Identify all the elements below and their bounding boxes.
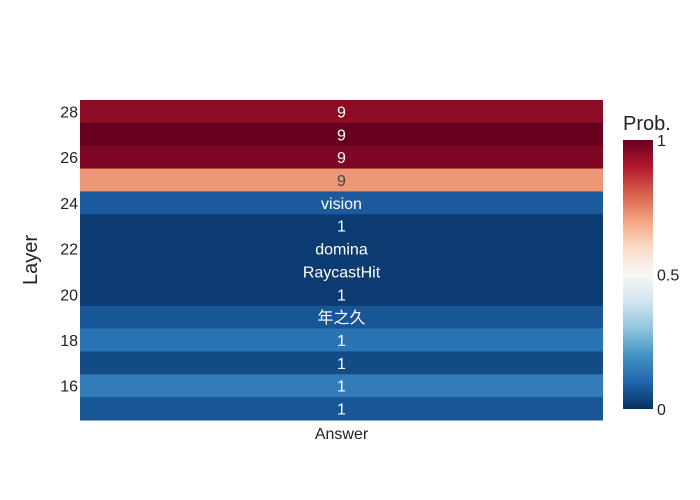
heatmap-cell [80,168,603,192]
colorbar-title: Prob. [623,113,671,135]
heatmap-cell [80,191,603,215]
heatmap-cell [80,328,603,352]
heatmap-cell [80,260,603,284]
heatmap-cell [80,145,603,170]
cell-label: 1 [337,356,346,373]
cell-label: domina [315,242,368,259]
cell-label: vision [321,196,362,213]
cell-label: 9 [337,173,346,190]
y-tick-label: 22 [60,242,78,259]
y-tick-label: 28 [60,104,78,121]
colorbar: Prob. 00.51 [623,113,679,419]
cell-label: 1 [337,333,346,350]
heatmap-cell [80,397,603,421]
heatmap-cell-labels: 9 9 9 9 vision 1 domina RaycastHit 1 年之久 1 1 1 1 [303,104,381,418]
cell-label: 9 [337,104,346,121]
cell-label: 1 [337,402,346,419]
colorbar-tick-label: 0.5 [657,268,679,285]
heatmap-cell [80,374,603,398]
heatmap-cell [80,122,603,147]
heatmap-cell [80,100,603,124]
y-tick-label: 18 [60,333,78,350]
x-tick-label: Answer [315,426,369,443]
y-tick-label: 20 [60,287,78,304]
y-axis-ticks: 28 26 24 22 20 18 16 [60,104,78,395]
cell-label: RaycastHit [303,264,381,281]
colorbar-gradient [623,140,653,409]
cell-label: 9 [337,127,346,144]
cell-label: 1 [337,287,346,304]
x-axis-ticks: Answer [315,426,369,443]
colorbar-tick-label: 1 [657,133,666,150]
heatmap-cell [80,305,603,330]
y-tick-label: 26 [60,150,78,167]
cell-label: 1 [337,219,346,236]
y-axis-label: Layer [20,235,42,285]
y-tick-label: 16 [60,379,78,396]
heatmap-cell [80,282,603,307]
cell-label: 9 [337,150,346,167]
y-tick-label: 24 [60,196,78,213]
heatmap-cell [80,214,603,238]
cell-label: 1 [337,379,346,396]
heatmap-cells [80,100,603,421]
heatmap-cell [80,351,603,375]
colorbar-tick-label: 0 [657,402,666,419]
colorbar-ticks: 00.51 [657,133,679,419]
cell-label: 年之久 [317,309,365,327]
heatmap-cell [80,237,603,261]
